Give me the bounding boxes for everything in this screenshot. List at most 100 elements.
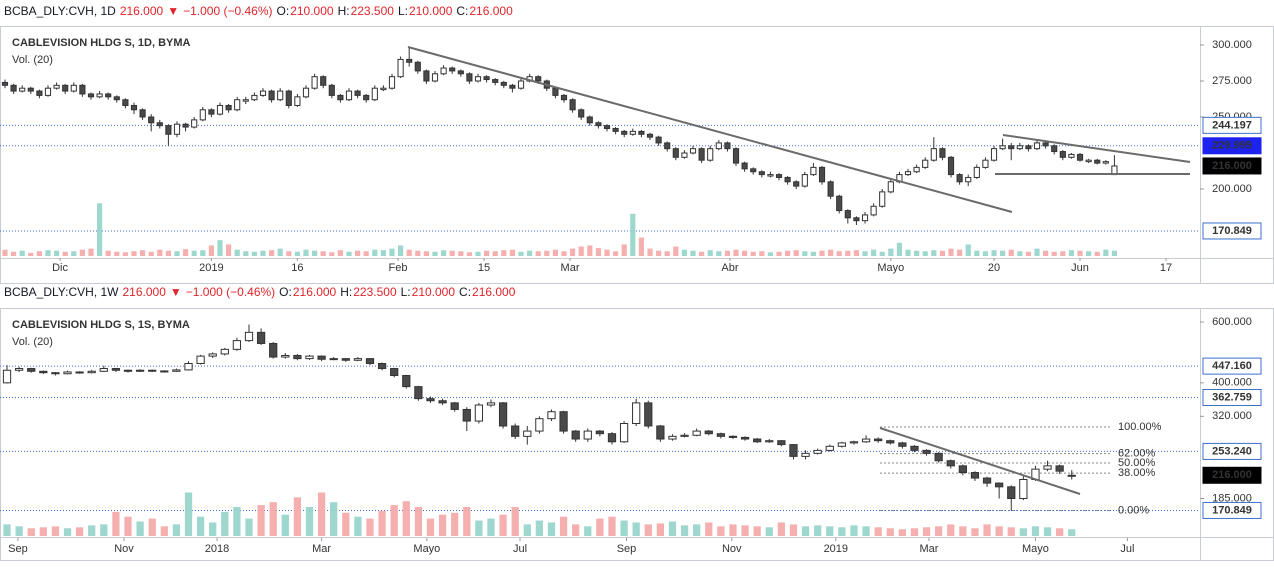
candle-body: [732, 148, 740, 164]
volume-bar: [131, 251, 137, 256]
volume-bar: [716, 251, 722, 256]
candle-body: [934, 452, 943, 462]
candle-body: [353, 358, 363, 361]
candle-body: [982, 159, 989, 168]
volume-bar: [898, 529, 906, 536]
ohlc-value: 216.000: [469, 4, 513, 18]
candle-body: [672, 148, 679, 158]
candle-body: [836, 195, 843, 212]
candle-body: [904, 171, 912, 176]
volume-bar: [63, 528, 72, 536]
volume-bar: [608, 516, 616, 536]
candle-body: [644, 402, 653, 427]
volume-bar: [765, 527, 773, 536]
volume-bar: [346, 251, 352, 256]
fib-label: 38.00%: [1118, 467, 1156, 479]
price-box-label: 170.849: [1212, 504, 1252, 516]
volume-bar: [547, 522, 556, 536]
volume-bar: [1007, 527, 1015, 536]
volume-bar: [1000, 250, 1006, 256]
volume-bar: [620, 520, 628, 536]
candle-body: [234, 99, 241, 111]
symbol: BCBA_DLY:CVH, 1D: [4, 4, 116, 18]
volume-bar: [160, 526, 168, 536]
symbol-header: BCBA_DLY:CVH, 1D 216.000 ▼ −1.000 (−0.46%) O…: [4, 4, 513, 18]
candle-body: [363, 94, 370, 101]
candle-body: [139, 109, 146, 118]
volume-bar: [398, 245, 404, 256]
volume-bar: [910, 528, 919, 536]
price-box: [1202, 442, 1262, 460]
candle-body: [535, 418, 544, 432]
fib-label: 0.00%: [1118, 504, 1149, 516]
volume-bar: [191, 250, 197, 256]
volume-bar: [28, 252, 34, 256]
y-tick-label: 185.000: [1212, 492, 1252, 504]
candle-body: [268, 90, 275, 101]
candle-body: [269, 342, 278, 358]
volume-bar: [741, 525, 749, 536]
candle-body: [293, 354, 302, 360]
candle-body: [664, 142, 671, 150]
candle-body: [449, 67, 456, 72]
candle-body: [853, 217, 860, 222]
candle-body: [14, 368, 24, 371]
volume-bar: [390, 505, 398, 536]
volume-bar: [27, 528, 35, 536]
x-tick-label: 20: [988, 262, 1000, 274]
price-box-label: 216.000: [1212, 160, 1252, 172]
volume-bar: [850, 525, 858, 536]
last-price: 216.000: [122, 285, 166, 299]
candle-body: [341, 358, 350, 361]
candle-body: [547, 411, 556, 420]
candle-body: [939, 148, 946, 158]
x-tick-label: Mayo: [1022, 543, 1049, 555]
candle-body: [523, 430, 532, 437]
ohlc-value: 216.000: [472, 285, 516, 299]
volume-bar: [1017, 251, 1023, 256]
volume-bar: [438, 514, 447, 536]
volume-bar: [221, 511, 229, 536]
volume-bar: [1094, 251, 1100, 256]
volume-bar: [233, 507, 241, 536]
volume-bar: [535, 520, 544, 536]
candle-body: [970, 472, 980, 479]
candle-body: [208, 353, 217, 357]
candle-body: [244, 331, 254, 342]
volume-bar: [183, 249, 189, 256]
candle-body: [70, 84, 77, 92]
volume-bar: [294, 251, 300, 256]
volume-bar: [105, 250, 111, 256]
x-tick-label: 15: [478, 262, 490, 274]
candle-body: [1085, 159, 1092, 163]
volume-bar: [656, 523, 665, 536]
volume-bar: [664, 251, 670, 256]
candle-body: [285, 90, 292, 106]
candle-body: [559, 411, 568, 432]
candle-body: [511, 425, 520, 437]
volume-bar: [157, 249, 163, 256]
candle-body: [111, 368, 121, 371]
volume-bar: [838, 527, 846, 536]
volume-bar: [733, 249, 739, 256]
candle-body: [232, 340, 242, 350]
volume-bar: [88, 525, 96, 536]
candle-body: [509, 84, 516, 89]
volume-bar: [587, 245, 593, 256]
x-tick-label: Abr: [721, 262, 738, 274]
candle-body: [1025, 145, 1032, 150]
candle-body: [1051, 145, 1058, 153]
candle-body: [619, 423, 629, 443]
candle-body: [196, 355, 205, 365]
volume-bar: [644, 524, 652, 536]
candle-body: [898, 442, 907, 447]
volume-bar: [458, 251, 464, 256]
candle-body: [79, 84, 86, 95]
volume-bar: [378, 510, 386, 536]
candle-body: [1019, 479, 1028, 500]
volume-bar: [1060, 251, 1066, 256]
candle-body: [208, 109, 215, 115]
volume-bar: [317, 492, 326, 536]
volume-bar: [112, 511, 120, 536]
volume-bar: [463, 507, 471, 536]
